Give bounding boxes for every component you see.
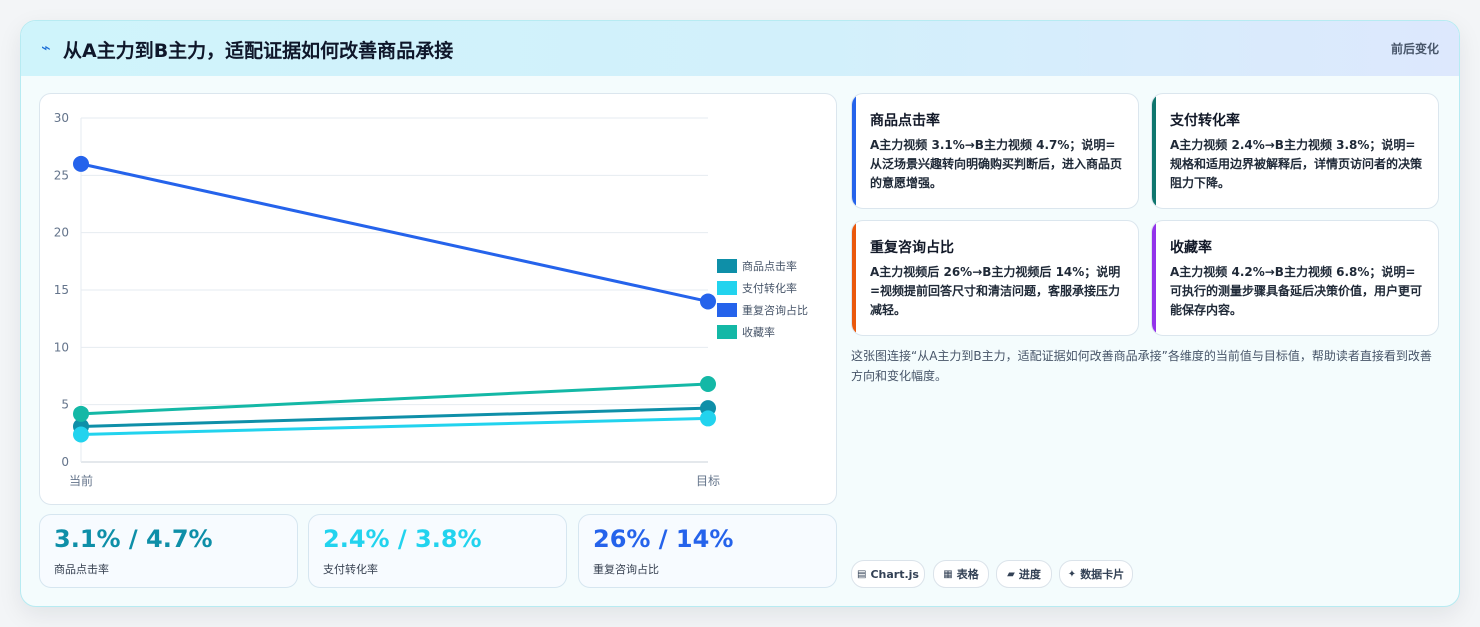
y-tick-label: 25 bbox=[54, 168, 69, 182]
data-point bbox=[700, 376, 716, 393]
progress-icon: ▰ bbox=[1007, 568, 1015, 580]
header: ⌁ 从A主力到B主力，适配证据如何改善商品承接 前后变化 bbox=[21, 21, 1459, 76]
bolt-icon: ⌁ bbox=[41, 38, 51, 57]
x-tick-label: 当前 bbox=[69, 473, 93, 488]
chip-chartjs[interactable]: ▤ Chart.js bbox=[851, 560, 925, 588]
insight-text: A主力视频 4.2%→B主力视频 6.8%；说明=可执行的测量步骤具备延后决策价… bbox=[1170, 265, 1423, 317]
accent-bar bbox=[852, 221, 856, 335]
header-tag: 前后变化 bbox=[1390, 42, 1439, 56]
accent-bar bbox=[1152, 221, 1156, 335]
chip-progress[interactable]: ▰ 进度 bbox=[996, 560, 1052, 588]
insight-title: 收藏率 bbox=[1170, 240, 1212, 256]
stat-label: 支付转化率 bbox=[323, 563, 378, 576]
insight-card-conversion-rate: 支付转化率 A主力视频 2.4%→B主力视频 3.8%；说明=规格和适用边界被解… bbox=[1151, 93, 1439, 209]
table-icon: ▦ bbox=[943, 568, 953, 580]
stat-card-conversion-rate: 2.4% / 3.8% 支付转化率 bbox=[308, 514, 567, 588]
data-point bbox=[73, 155, 89, 172]
legend-label: 重复咨询占比 bbox=[742, 303, 808, 317]
insight-title: 支付转化率 bbox=[1170, 113, 1240, 129]
chip-data-card[interactable]: ✦ 数据卡片 bbox=[1059, 560, 1133, 588]
page-title: 从A主力到B主力，适配证据如何改善商品承接 bbox=[63, 40, 454, 62]
stat-card-click-rate: 3.1% / 4.7% 商品点击率 bbox=[39, 514, 298, 588]
line-chart-panel: 0 5 10 15 20 25 30 当前 目标 商品点击率支付转化率重复咨询占比 收藏率 bbox=[39, 93, 837, 505]
y-tick-label: 30 bbox=[54, 111, 69, 125]
legend-swatch bbox=[717, 259, 737, 273]
y-tick-label: 0 bbox=[61, 455, 69, 469]
y-tick-label: 20 bbox=[54, 226, 69, 240]
insight-text: A主力视频后 26%→B主力视频后 14%；说明=视频提前回答尺寸和清洁问题，客… bbox=[870, 265, 1121, 317]
insight-card-click-rate: 商品点击率 A主力视频 3.1%→B主力视频 4.7%；说明=从泛场景兴趣转向明… bbox=[851, 93, 1139, 209]
insight-title: 重复咨询占比 bbox=[870, 240, 954, 256]
legend-label: 商品点击率 bbox=[742, 259, 797, 273]
sparkle-icon: ✦ bbox=[1067, 568, 1077, 580]
y-tick-label: 15 bbox=[54, 283, 69, 297]
stat-card-repeat-inquiry: 26% / 14% 重复咨询占比 bbox=[578, 514, 837, 588]
data-point bbox=[700, 293, 716, 310]
legend-swatch bbox=[717, 325, 737, 339]
series-line bbox=[80, 162, 709, 303]
main-card: ⌁ 从A主力到B主力，适配证据如何改善商品承接 前后变化 0 5 10 15 20 25 3… bbox=[20, 20, 1460, 607]
stat-label: 商品点击率 bbox=[54, 563, 109, 576]
stat-value: 26% / 14% bbox=[593, 525, 734, 553]
legend-swatch bbox=[717, 303, 737, 317]
stat-value: 2.4% / 3.8% bbox=[323, 525, 482, 553]
insight-card-favorite-rate: 收藏率 A主力视频 4.2%→B主力视频 6.8%；说明=可执行的测量步骤具备延… bbox=[1151, 220, 1439, 336]
chart-icon: ▤ bbox=[857, 568, 867, 580]
series-line bbox=[80, 406, 709, 428]
chip-label: 表格 bbox=[956, 568, 979, 581]
chip-table[interactable]: ▦ 表格 bbox=[933, 560, 989, 588]
insight-title: 商品点击率 bbox=[870, 113, 940, 129]
series-line bbox=[80, 382, 709, 416]
y-tick-label: 10 bbox=[54, 340, 69, 354]
chart-caption: 这张图连接“从A主力到B主力，适配证据如何改善商品承接”各维度的当前值与目标值，… bbox=[851, 349, 1432, 383]
chip-label: Chart.js bbox=[870, 567, 919, 581]
insight-text: A主力视频 2.4%→B主力视频 3.8%；说明=规格和适用边界被解释后，详情页… bbox=[1170, 138, 1423, 190]
chip-label: 数据卡片 bbox=[1080, 568, 1125, 581]
legend-swatch bbox=[717, 281, 737, 295]
stat-label: 重复咨询占比 bbox=[593, 563, 659, 576]
legend-label: 支付转化率 bbox=[742, 281, 797, 295]
data-point bbox=[73, 405, 89, 422]
chip-label: 进度 bbox=[1018, 568, 1041, 581]
x-tick-label: 目标 bbox=[696, 474, 720, 488]
y-tick-label: 5 bbox=[61, 398, 69, 412]
data-point bbox=[700, 410, 716, 427]
insight-card-repeat-inquiry: 重复咨询占比 A主力视频后 26%→B主力视频后 14%；说明=视频提前回答尺寸… bbox=[851, 220, 1139, 336]
data-point bbox=[73, 426, 89, 443]
insight-text: A主力视频 3.1%→B主力视频 4.7%；说明=从泛场景兴趣转向明确购买判断后… bbox=[870, 138, 1123, 190]
stat-value: 3.1% / 4.7% bbox=[54, 525, 213, 553]
series-line bbox=[80, 416, 709, 436]
accent-bar bbox=[1152, 94, 1156, 208]
accent-bar bbox=[852, 94, 856, 208]
legend-label: 收藏率 bbox=[742, 325, 775, 339]
